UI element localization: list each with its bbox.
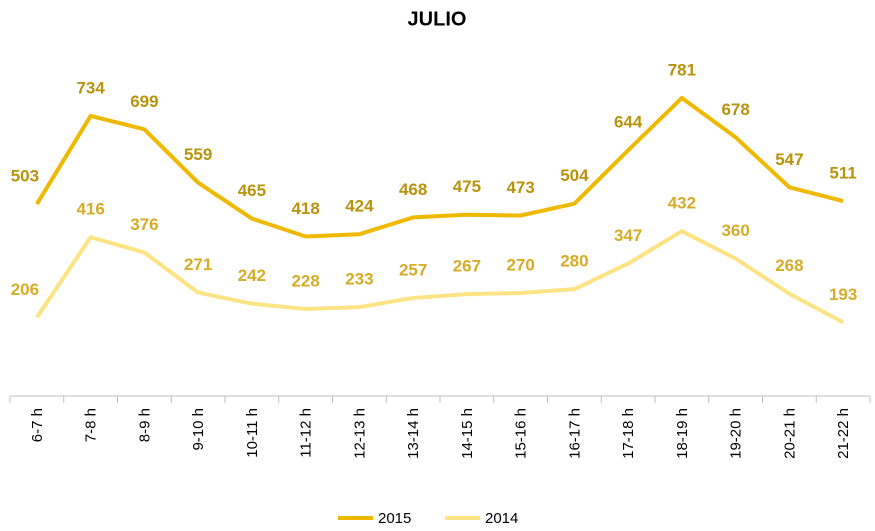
data-label: 511 [829, 163, 856, 182]
data-label: 781 [668, 60, 696, 79]
x-tick-label: 18-19 h [674, 408, 691, 459]
data-label: 418 [291, 199, 319, 218]
data-label: 242 [238, 266, 266, 285]
legend-label: 2014 [485, 510, 518, 527]
x-tick-label: 8-9 h [136, 408, 153, 442]
data-label: 416 [76, 200, 104, 219]
x-tick-label: 6-7 h [29, 408, 46, 442]
data-label: 559 [184, 145, 212, 164]
series-line [35, 95, 844, 239]
data-label: 360 [721, 221, 749, 240]
x-tick-label: 13-14 h [405, 408, 422, 459]
data-label: 424 [345, 197, 374, 216]
data-label: 270 [506, 255, 534, 274]
x-tick-label: 15-16 h [513, 408, 530, 459]
data-label: 280 [560, 252, 588, 271]
data-label: 644 [614, 113, 643, 132]
legend-label: 2015 [378, 510, 411, 527]
x-tick-label: 11-12 h [298, 408, 315, 458]
data-label: 228 [291, 271, 319, 290]
x-tick-label: 7-8 h [83, 408, 100, 442]
data-label: 193 [829, 285, 857, 304]
data-label: 376 [130, 215, 158, 234]
x-tick-label: 12-13 h [351, 408, 368, 459]
x-tick-label: 10-11 h [244, 408, 261, 458]
data-label: 547 [775, 150, 803, 169]
data-label: 347 [614, 226, 642, 245]
data-label: 268 [775, 256, 803, 275]
x-tick-label: 14-15 h [459, 408, 476, 459]
data-label: 465 [238, 181, 266, 200]
data-label: 734 [76, 78, 105, 97]
data-label: 699 [130, 92, 158, 111]
chart-title: JULIO [408, 8, 467, 30]
x-tick-label: 20-21 h [781, 408, 798, 459]
series-line [35, 229, 845, 325]
data-label: 432 [668, 194, 696, 213]
data-label: 475 [453, 177, 481, 196]
data-label: 233 [345, 270, 373, 289]
x-tick-label: 17-18 h [620, 408, 637, 459]
data-label: 257 [399, 260, 427, 279]
data-label: 504 [560, 166, 589, 185]
data-label: 468 [399, 180, 427, 199]
x-tick-label: 9-10 h [190, 408, 207, 451]
data-label: 503 [11, 167, 39, 186]
data-label: 271 [184, 255, 212, 274]
data-label: 267 [453, 257, 481, 276]
data-label: 473 [506, 178, 534, 197]
data-label: 678 [721, 100, 749, 119]
x-tick-label: 16-17 h [566, 408, 583, 459]
x-tick-label: 21-22 h [835, 408, 852, 459]
data-label: 206 [11, 280, 39, 299]
x-tick-label: 19-20 h [728, 408, 745, 459]
